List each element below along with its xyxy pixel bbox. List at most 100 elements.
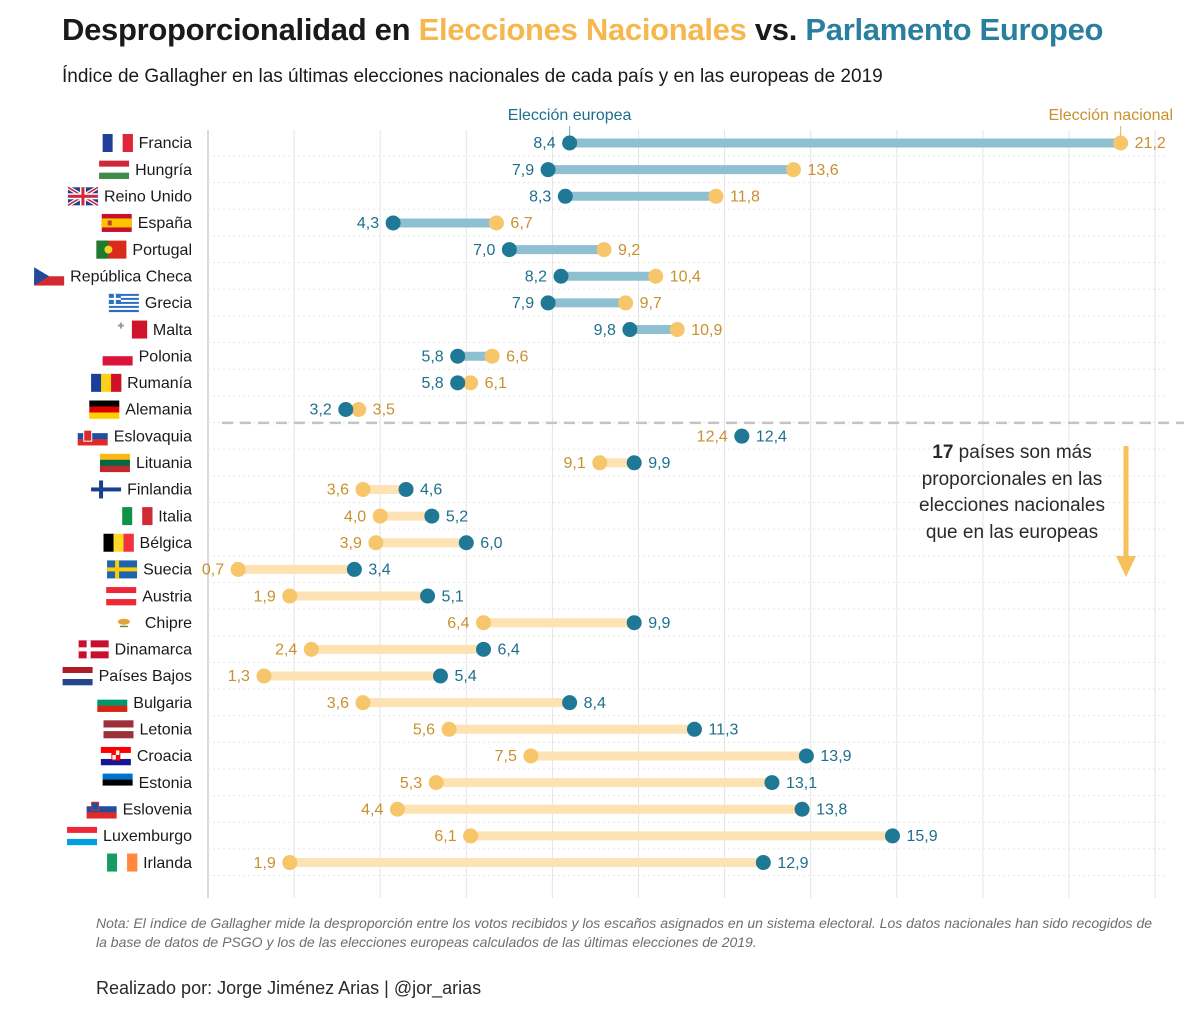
value-label-national: 4,0	[344, 508, 366, 525]
point-national	[441, 721, 457, 737]
value-label-national: 11,8	[730, 189, 760, 206]
point-european	[432, 668, 448, 684]
value-label-european: 13,8	[816, 801, 847, 818]
value-label-european: 3,4	[368, 562, 390, 579]
point-national	[708, 188, 724, 204]
value-label-national: 6,1	[485, 375, 507, 392]
point-national	[355, 695, 371, 711]
country-label: Luxemburgo	[103, 828, 192, 845]
annotation-text: 17 países son más proporcionales en las …	[912, 440, 1112, 546]
point-european	[562, 135, 578, 151]
point-european	[794, 801, 810, 817]
country-label: Rumanía	[127, 375, 192, 392]
value-label-national: 5,6	[413, 722, 435, 739]
point-european	[562, 695, 578, 711]
flag-se-icon	[107, 560, 138, 579]
country-label: Finlandia	[127, 482, 192, 499]
value-label-european: 9,9	[648, 615, 670, 632]
value-label-european: 9,9	[648, 455, 670, 472]
country-label: Dinamarca	[115, 642, 192, 659]
value-label-national: 9,2	[618, 242, 640, 259]
point-national	[256, 668, 272, 684]
point-european	[398, 481, 414, 497]
title-part2: vs.	[746, 12, 806, 47]
flag-lv-icon	[103, 720, 134, 739]
point-european	[764, 775, 780, 791]
value-label-european: 8,4	[584, 695, 606, 712]
country-label: Francia	[139, 135, 192, 152]
point-european	[557, 188, 573, 204]
value-label-national: 12,4	[697, 428, 728, 445]
value-label-european: 6,0	[480, 535, 502, 552]
flag-it-icon	[122, 507, 153, 526]
value-label-european: 5,4	[454, 668, 476, 685]
point-national	[785, 162, 801, 178]
annotation-arrow-head	[1116, 556, 1136, 577]
value-label-national: 1,9	[254, 855, 276, 872]
value-label-national: 1,3	[228, 668, 250, 685]
country-label: Grecia	[145, 295, 192, 312]
value-label-european: 7,9	[512, 162, 534, 179]
annotation-body: países son más proporcionales en las ele…	[919, 442, 1105, 543]
point-european	[798, 748, 814, 764]
country-label: Austria	[142, 588, 192, 605]
flag-ro-icon	[91, 373, 122, 392]
value-label-national: 13,6	[807, 162, 838, 179]
point-national	[351, 402, 367, 417]
country-label: Chipre	[145, 615, 192, 632]
value-label-national: 3,9	[340, 535, 362, 552]
point-national	[355, 481, 371, 497]
country-label: Eslovaquia	[114, 428, 192, 445]
point-national	[368, 535, 384, 551]
flag-si-icon	[86, 800, 117, 819]
flag-hr-icon	[100, 746, 131, 766]
point-european	[540, 162, 556, 178]
point-european	[884, 828, 900, 844]
chart-subtitle: Índice de Gallagher en las últimas elecc…	[62, 66, 883, 87]
point-european	[424, 508, 440, 524]
flag-at-icon	[106, 587, 137, 606]
value-label-european: 7,9	[512, 295, 534, 312]
value-label-european: 11,3	[708, 722, 738, 739]
country-label: Polonia	[139, 348, 192, 365]
flag-de-icon	[89, 400, 120, 419]
flag-ie-icon	[107, 853, 138, 872]
flag-fr-icon	[102, 134, 133, 152]
point-european	[540, 295, 556, 311]
flag-lu-icon	[67, 826, 98, 846]
country-label: Alemania	[125, 402, 192, 419]
country-label: Hungría	[135, 162, 192, 179]
flag-sk-icon	[77, 427, 108, 446]
point-national	[484, 348, 500, 364]
point-european	[755, 855, 771, 871]
value-label-national: 6,1	[434, 828, 456, 845]
flag-ee-icon	[102, 773, 133, 792]
country-label: Letonia	[140, 722, 193, 739]
point-national	[230, 561, 246, 577]
value-label-european: 12,4	[756, 428, 787, 445]
value-label-national: 9,7	[640, 295, 662, 312]
point-national	[596, 242, 612, 258]
point-national	[389, 801, 405, 817]
value-label-european: 7,0	[473, 242, 495, 259]
country-label: Reino Unido	[104, 189, 192, 206]
title-national: Elecciones Nacionales	[418, 12, 747, 47]
value-label-national: 6,7	[510, 215, 532, 232]
value-label-national: 7,5	[495, 748, 517, 765]
point-european	[734, 428, 750, 444]
point-national	[303, 641, 319, 657]
value-label-european: 9,8	[594, 322, 616, 339]
point-european	[385, 215, 401, 231]
value-label-european: 6,4	[498, 642, 520, 659]
value-label-european: 5,1	[442, 588, 464, 605]
value-label-european: 8,2	[525, 268, 547, 285]
value-label-european: 8,3	[529, 189, 551, 206]
flag-fi-icon	[91, 480, 122, 499]
value-label-national: 3,5	[373, 402, 395, 419]
country-label: República Checa	[70, 268, 192, 285]
point-european	[420, 588, 436, 604]
value-label-european: 3,2	[310, 402, 332, 419]
value-label-national: 10,4	[670, 268, 701, 285]
flag-be-icon	[103, 533, 134, 552]
